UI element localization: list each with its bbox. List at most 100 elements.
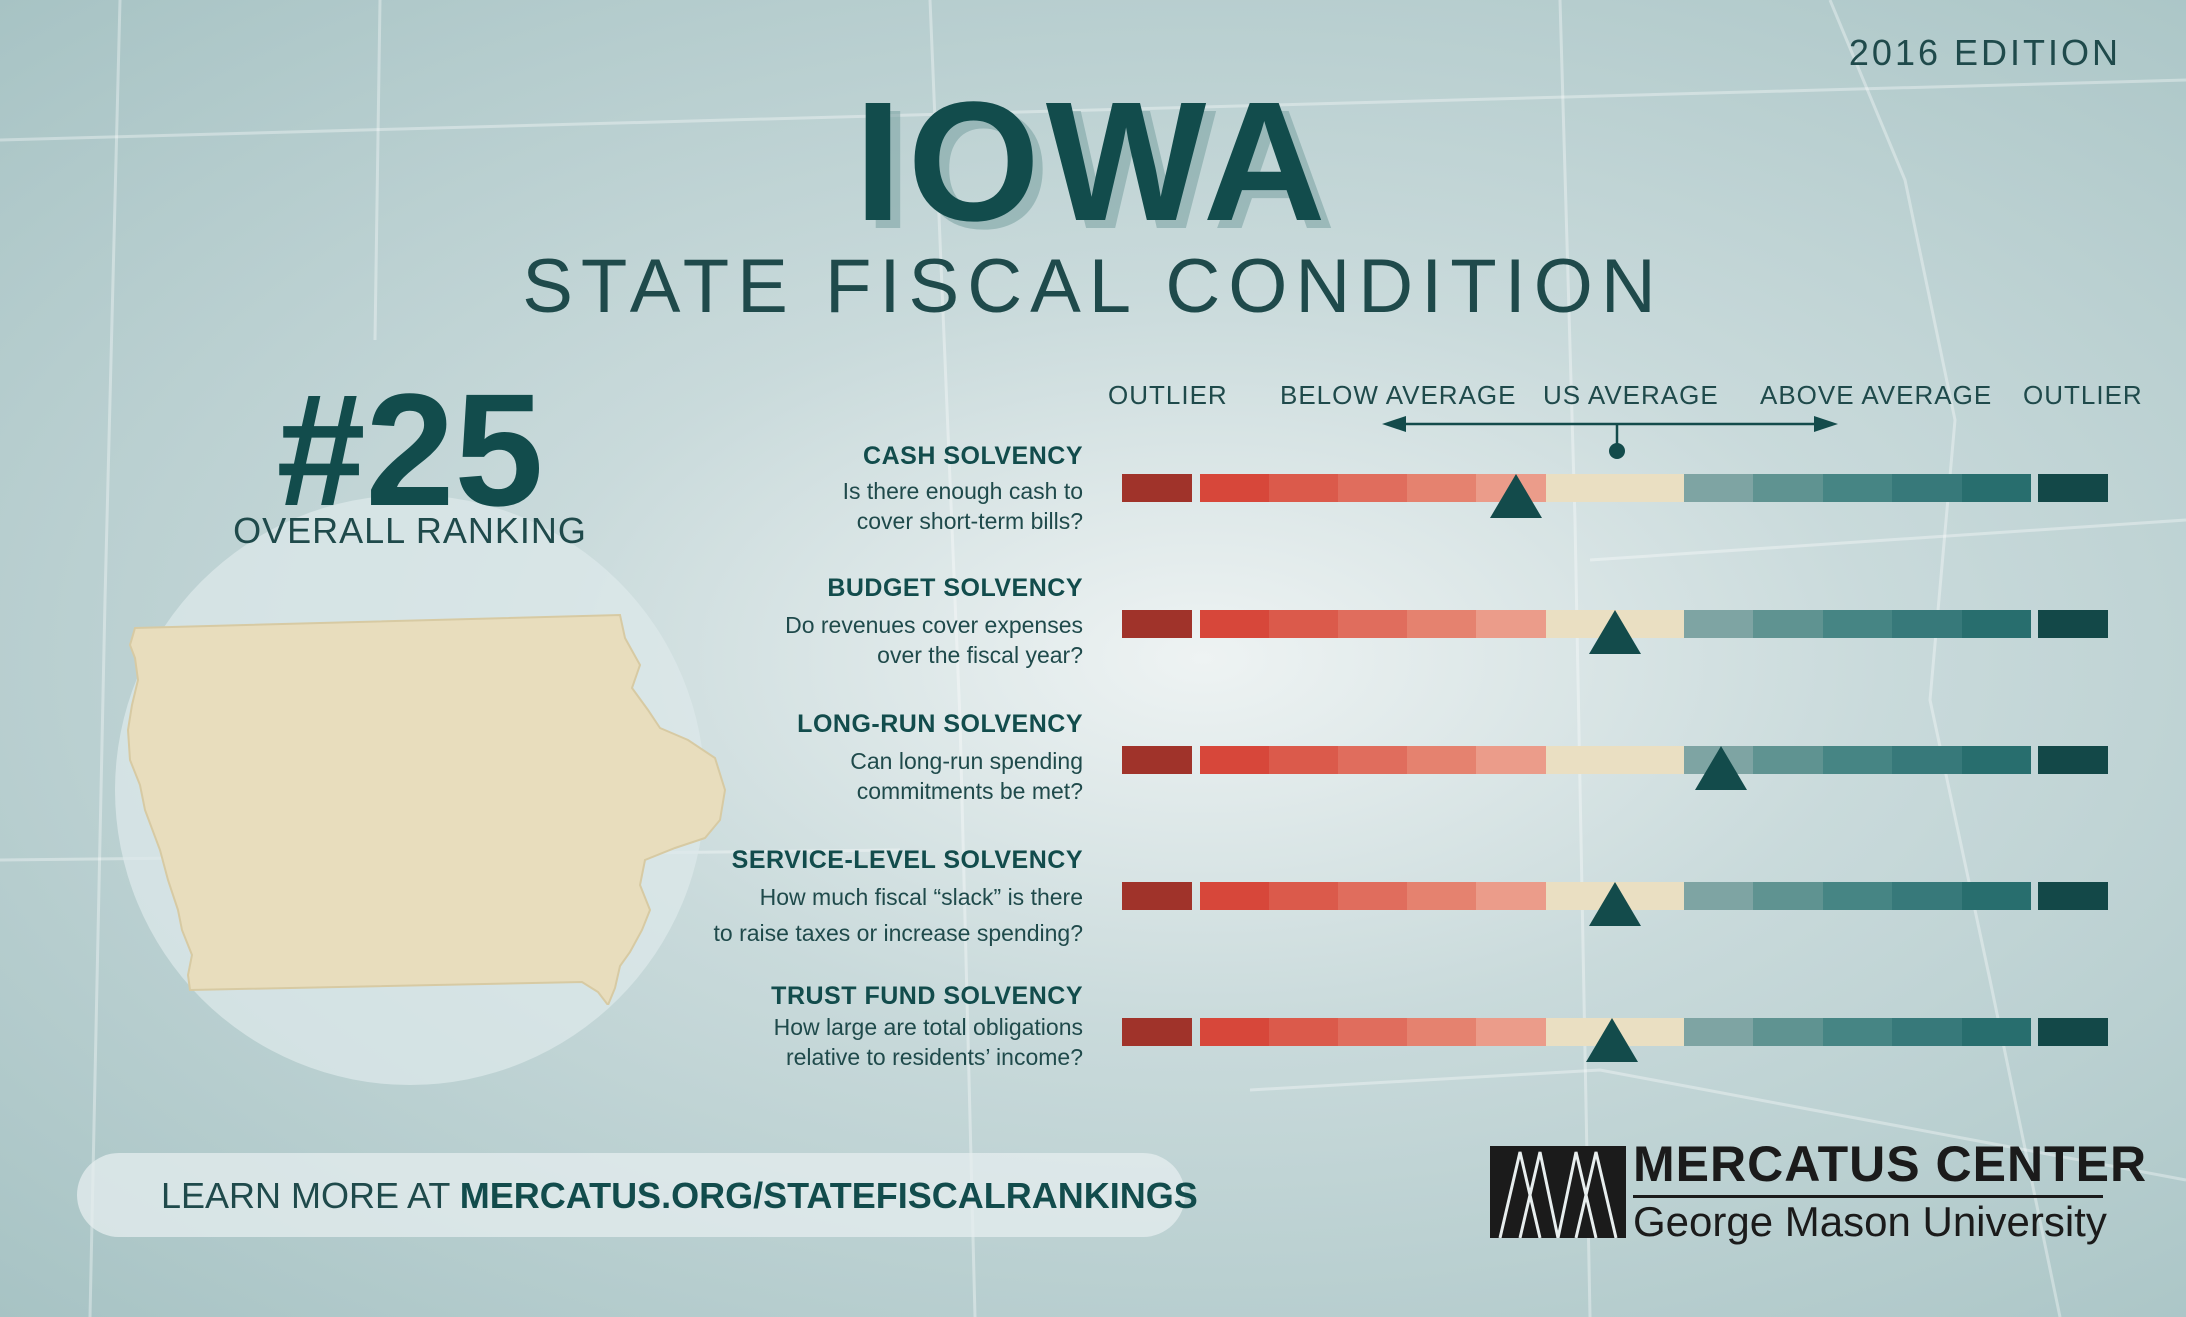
scale-segment [1962,610,2031,638]
scale-arrows-icon [1382,416,1838,459]
rank-label: OVERALL RANKING [233,510,587,551]
scale-segment [2038,1018,2108,1046]
scale-segment [1338,882,1407,910]
scale-segment [1122,1018,1192,1046]
logo-name: MERCATUS CENTER [1633,1136,2148,1192]
page-subtitle: STATE FISCAL CONDITION [522,244,1664,329]
scale-segment [1962,474,2031,502]
scale-label-outlier-low: OUTLIER [1108,380,1228,410]
metric-title: CASH SOLVENCY [863,442,1083,470]
scale-segment [1892,882,1962,910]
metric-bar [1122,610,2108,654]
scale-segment [1962,746,2031,774]
position-marker-icon [1589,610,1641,654]
metric-bar [1122,1018,2108,1062]
metric-question-line1: How much fiscal “slack” is there [759,884,1083,910]
scale-segment [1200,882,1269,910]
scale-segment [1823,882,1892,910]
position-marker-icon [1490,474,1543,518]
scale-segment [1962,882,2031,910]
scale-segment [1269,1018,1338,1046]
scale-segment [1962,1018,2031,1046]
scale-segment [1200,610,1269,638]
learn-more-text: LEARN MORE AT MERCATUS.ORG/STATEFISCALRA… [161,1175,1198,1217]
learn-more-link[interactable]: MERCATUS.ORG/STATEFISCALRANKINGS [459,1175,1198,1216]
scale-segment [1546,474,1684,502]
scale-segment [2038,882,2108,910]
scale-segment [1823,610,1892,638]
scale-segment [1684,610,1753,638]
metric-bar [1122,882,2108,926]
scale-segment [1476,610,1546,638]
scale-label-above-average: ABOVE AVERAGE [1760,380,1993,410]
logo-divider [1633,1195,2103,1198]
logo-subtitle: George Mason University [1633,1198,2107,1245]
learn-more-prefix: LEARN MORE AT [161,1175,460,1216]
scale-segment [1200,1018,1269,1046]
scale-segment [1407,1018,1476,1046]
scale-segment [1269,882,1338,910]
scale-segment [1338,474,1407,502]
scale-segment [1338,610,1407,638]
metric-title: BUDGET SOLVENCY [827,574,1083,602]
mercatus-logo-icon [1490,1146,1626,1238]
scale-segment [1753,882,1823,910]
scale-segment [1407,610,1476,638]
metric-question-line2: relative to residents’ income? [785,1044,1083,1070]
scale-segment [1122,474,1192,502]
scale-segment [1753,474,1823,502]
scale-segment [1200,746,1269,774]
scale-segment [1476,882,1546,910]
scale-segment [2038,746,2108,774]
scale-segment [1407,474,1476,502]
metric-question-line2: over the fiscal year? [877,642,1083,668]
metric-question-line2: commitments be met? [856,778,1083,804]
scale-segment [1407,882,1476,910]
scale-segment [2038,474,2108,502]
scale-label-below-average: BELOW AVERAGE [1280,380,1517,410]
scale-segment [1823,474,1892,502]
scale-segment [1476,746,1546,774]
scale-segment [1269,746,1338,774]
scale-segment [1892,1018,1962,1046]
metric-title: TRUST FUND SOLVENCY [771,982,1083,1010]
scale-segment [1122,746,1192,774]
scale-segment [1823,746,1892,774]
metric-question-line1: Can long-run spending [850,748,1083,774]
scale-segment [1269,610,1338,638]
scale-segment [1753,1018,1823,1046]
learn-more-banner: LEARN MORE AT MERCATUS.ORG/STATEFISCALRA… [77,1153,1198,1237]
scale-segment [1753,746,1823,774]
metric-question-line1: How large are total obligations [773,1014,1083,1040]
scale-segment [1892,746,1962,774]
scale-segment [1338,746,1407,774]
scale-segment [1546,746,1684,774]
metric-question-line2: to raise taxes or increase spending? [713,920,1084,946]
metric-question-line1: Is there enough cash to [842,478,1083,504]
scale-segment [1684,474,1753,502]
rank-number: #25 [276,360,544,539]
scale-segment [1122,610,1192,638]
scale-segment [2038,610,2108,638]
metric-title: SERVICE-LEVEL SOLVENCY [731,846,1083,874]
metric-bar [1122,746,2108,790]
scale-segment [1476,1018,1546,1046]
scale-segment [1338,1018,1407,1046]
metric-question-line2: cover short-term bills? [856,508,1083,534]
page-title: IOWA [854,67,1332,257]
scale-segment [1407,746,1476,774]
scale-segment [1684,1018,1753,1046]
scale-segment [1684,882,1753,910]
scale-segment [1892,474,1962,502]
position-marker-icon [1589,882,1641,926]
position-marker-icon [1694,746,1747,790]
scale-segment [1892,610,1962,638]
metric-bar [1122,474,2108,518]
scale-label-us-average: US AVERAGE [1543,380,1719,410]
scale-segment [1269,474,1338,502]
scale-segment [1823,1018,1892,1046]
position-marker-icon [1586,1018,1639,1062]
edition-label: 2016 EDITION [1848,32,2121,73]
scale-label-outlier-high: OUTLIER [2023,380,2143,410]
